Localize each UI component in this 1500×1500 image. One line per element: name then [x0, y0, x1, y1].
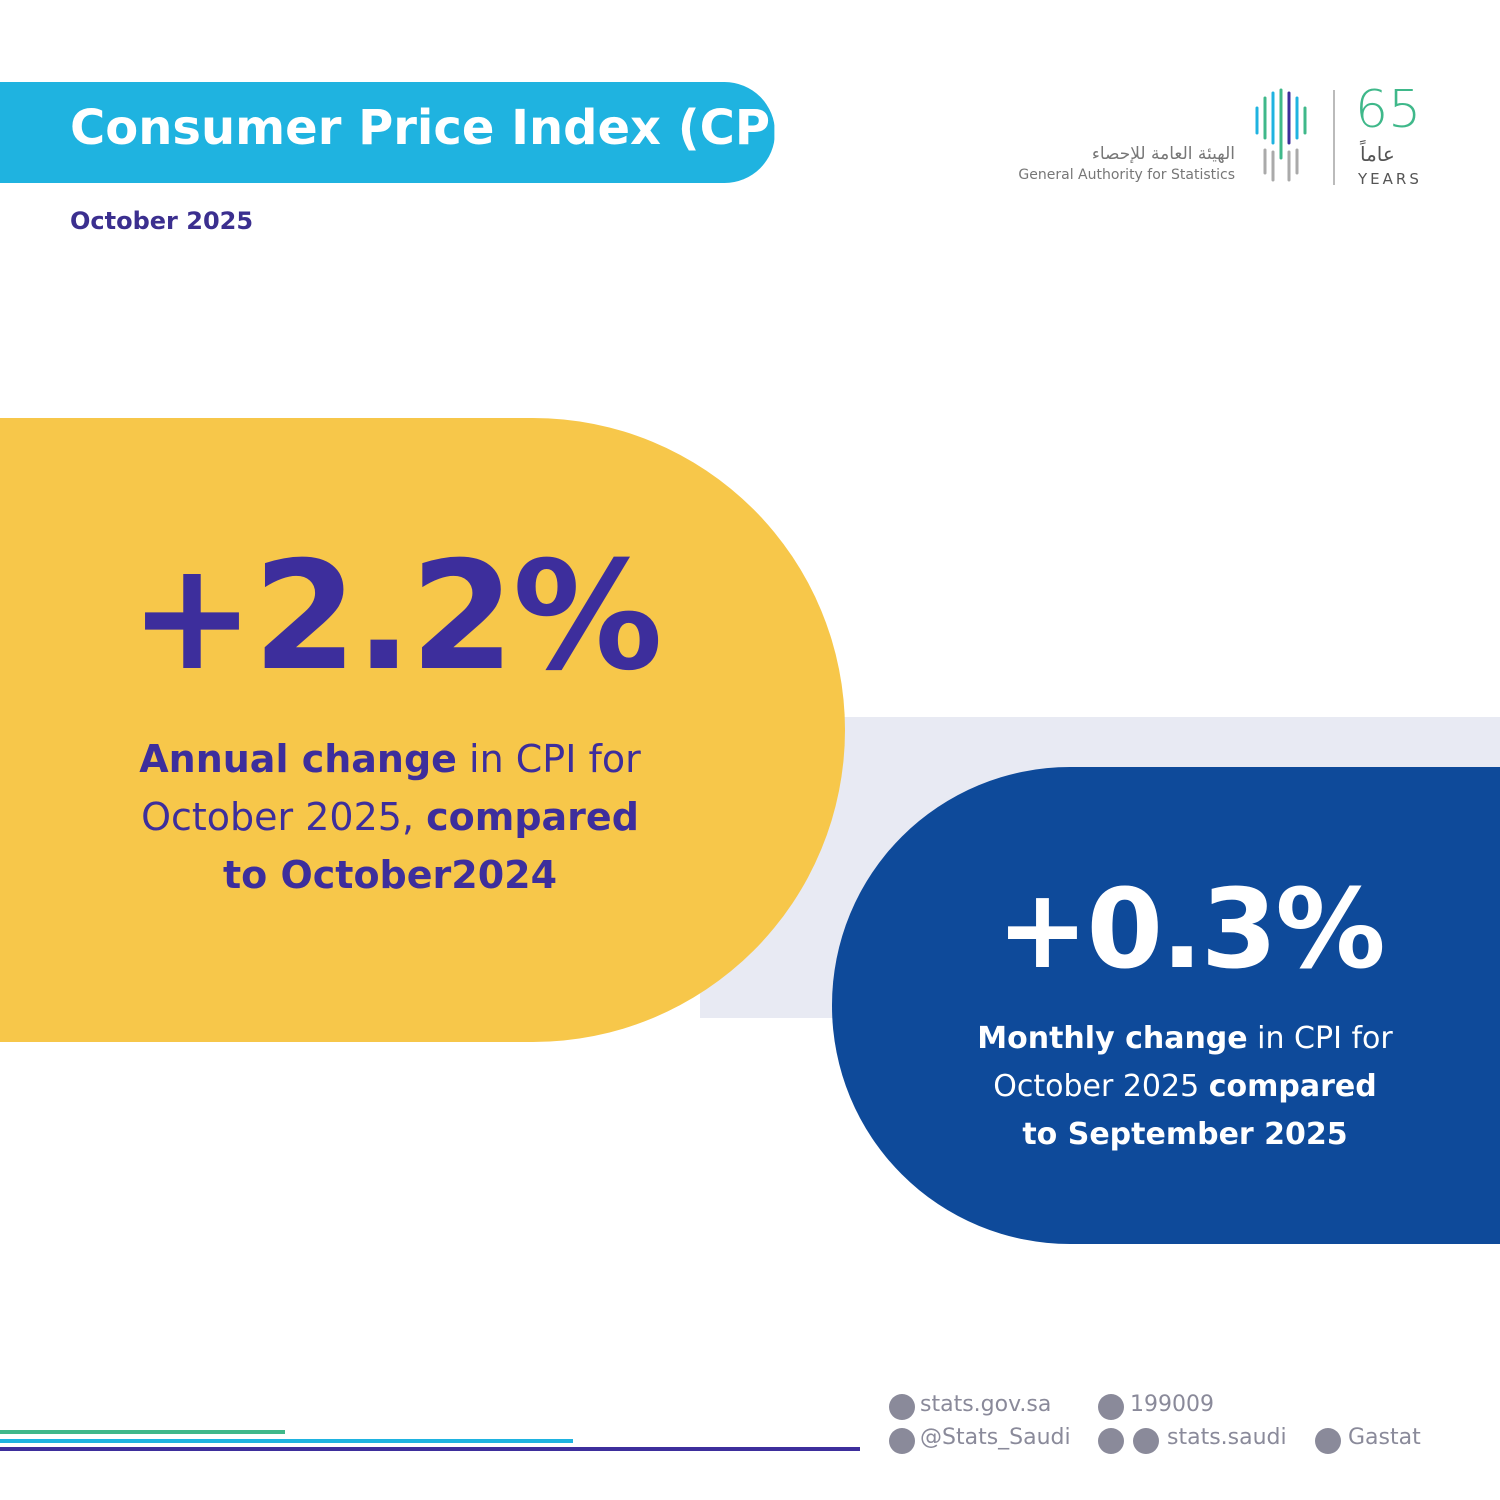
linkedin[interactable]: Gastat: [1348, 1425, 1421, 1450]
description-segment: compared to September 2025: [1022, 1069, 1377, 1152]
instagram-icon: [1098, 1428, 1124, 1454]
description-segment: Monthly change: [977, 1021, 1248, 1056]
footer-line: [0, 1430, 285, 1434]
title-banner: [0, 82, 775, 183]
web-icon: [889, 1394, 915, 1420]
logo-mark: [1255, 88, 1307, 182]
logo-years: YEARS: [1358, 170, 1422, 188]
logo-arabic: الهيئة العامة للإحصاء: [1091, 144, 1235, 164]
footer-line: [0, 1439, 573, 1443]
monthly-card: [832, 767, 1500, 1244]
annual-card: [0, 418, 845, 1042]
date: October 2025: [70, 207, 254, 235]
phone-icon: [1098, 1394, 1124, 1420]
x-handle[interactable]: @Stats_Saudi: [920, 1425, 1071, 1450]
annual-description: Annual change in CPI for October 2025, c…: [120, 730, 660, 904]
facebook-icon: [1133, 1428, 1159, 1454]
logo-anniversary-arabic: عاماً: [1360, 142, 1395, 166]
logo-divider: [1333, 90, 1335, 185]
description-segment: Annual change: [139, 737, 457, 781]
annual-value: +2.2%: [129, 530, 663, 704]
social-handle[interactable]: stats.saudi: [1167, 1425, 1287, 1450]
monthly-description: Monthly change in CPI for October 2025 c…: [975, 1015, 1395, 1159]
logo-english: General Authority for Statistics: [1018, 167, 1235, 183]
linkedin-icon: [1315, 1428, 1341, 1454]
logo-anniversary: 65: [1355, 80, 1422, 140]
footer-line: [0, 1447, 860, 1451]
monthly-value: +0.3%: [996, 865, 1385, 993]
description-segment: in CPI for October 2025,: [141, 737, 641, 839]
title: Consumer Price Index (CPI): [70, 100, 810, 156]
phone[interactable]: 199009: [1130, 1392, 1214, 1417]
description-segment: compared to October2024: [222, 795, 639, 897]
website[interactable]: stats.gov.sa: [920, 1392, 1052, 1417]
x-icon: [889, 1428, 915, 1454]
description-segment: in CPI for October 2025: [993, 1021, 1393, 1104]
